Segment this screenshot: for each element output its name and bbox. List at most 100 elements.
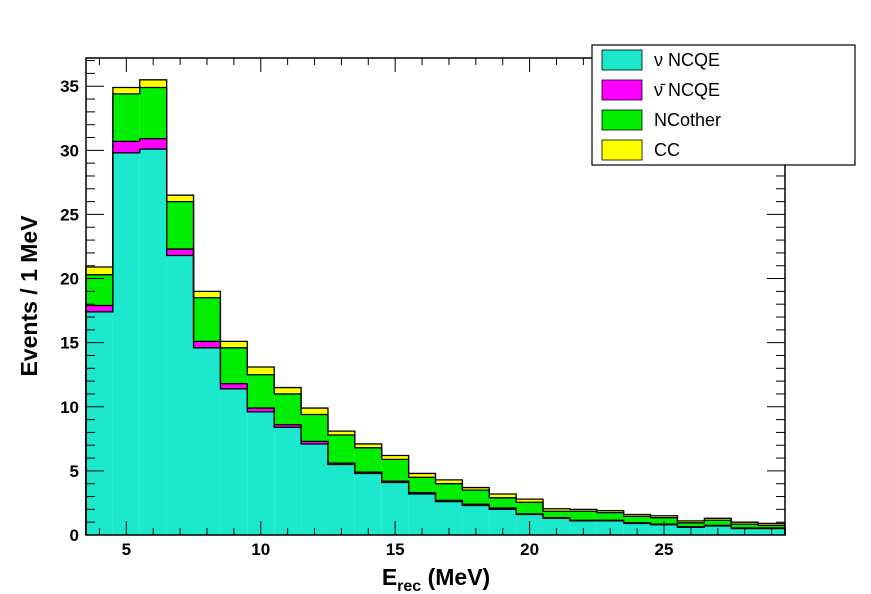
series-outline-4 [85,79,786,535]
bar-4-bin-15 [462,487,490,491]
bar-4-bin-12 [381,455,409,460]
bar-2-bin-5 [193,341,221,348]
legend-swatch-1 [601,49,643,71]
y-tick-labels: 0 5 10 15 20 25 30 35 [60,77,79,545]
bar-4-bin-22 [650,515,678,518]
bar-4-bin-14 [435,479,463,484]
x-tick-label: 10 [251,540,270,559]
bar-2-bin-4 [166,249,194,256]
y-axis-title: Events / 1 MeV [16,215,42,377]
bar-3-bin-17 [516,502,544,514]
bar-3-bin-5 [193,297,221,342]
bar-1-bin-7 [247,411,275,535]
bar-1-bin-11 [354,473,382,535]
bar-3-bin-15 [462,490,490,505]
bar-4-bin-16 [489,493,517,498]
x-axis-title-subscript: rec [397,578,421,594]
bar-4-bin-7 [247,367,275,375]
x-tick-label: 5 [122,540,131,559]
bar-2-bin-3 [139,138,167,150]
bar-1-bin-4 [166,255,194,535]
bar-3-bin-26 [758,525,785,528]
bar-1-bin-10 [327,464,355,535]
bar-3-bin-16 [489,497,517,509]
bar-4-bin-4 [166,195,194,202]
bar-1-bin-18 [543,518,570,535]
bar-4-bin-19 [569,509,597,512]
bar-3-bin-13 [408,477,436,493]
bar-4-bin-9 [301,408,328,415]
x-tick-label: 25 [655,540,674,559]
y-tick-label: 15 [60,334,79,353]
bar-4-bin-1 [86,267,113,275]
bar-1-bin-6 [220,388,248,535]
legend-label-1: ν NCQE [654,50,720,70]
bar-4-bin-5 [193,291,221,298]
bar-3-bin-4 [166,201,194,250]
bar-3-bin-2 [112,93,140,142]
plot-frame [85,57,786,536]
bar-3-bin-20 [596,512,624,521]
x-tick-label: 20 [520,540,539,559]
bar-2-bin-1 [86,305,113,312]
bar-3-bin-18 [543,511,570,518]
bar-3-bin-9 [301,414,328,442]
bar-1-bin-20 [596,520,624,535]
x-axis-title-unit: (MeV) [421,564,490,590]
bar-3-bin-1 [86,274,113,306]
bar-4-bin-11 [354,443,382,448]
bar-3-bin-25 [731,524,759,528]
x-axis-title-main: E [382,564,397,590]
bar-3-bin-8 [274,393,302,425]
y-tick-label: 10 [60,398,79,417]
bar-3-bin-21 [623,516,651,523]
y-tick-label: 5 [70,462,79,481]
legend-swatch-2 [601,79,643,101]
bar-3-bin-6 [220,347,248,384]
bar-1-bin-19 [569,520,597,535]
bar-2-bin-7 [247,408,275,412]
bar-1-bin-9 [301,443,328,535]
legend-swatch-3 [601,109,643,131]
bar-4-bin-2 [112,87,140,94]
legend-label-3: NCother [654,110,721,130]
bar-2-bin-2 [112,141,140,153]
bar-3-bin-10 [327,434,355,464]
bar-2-bin-8 [274,424,302,428]
bar-4-bin-26 [758,523,785,526]
bar-1-bin-1 [86,311,113,535]
bar-1-bin-2 [112,152,140,536]
x-tick-label: 15 [386,540,405,559]
bar-4-bin-21 [623,514,651,517]
bar-4-bin-8 [274,387,302,394]
bar-3-bin-12 [381,459,409,482]
bar-3-bin-7 [247,374,275,409]
bar-3-bin-19 [569,511,597,521]
y-tick-label: 0 [70,526,79,545]
bar-4-bin-18 [543,508,570,512]
bar-1-bin-3 [139,149,167,535]
histogram-bars [86,79,785,536]
x-tick-labels: 5 10 15 20 25 [122,540,674,559]
y-tick-label: 25 [60,205,79,224]
bar-4-bin-25 [731,522,759,525]
bar-3-bin-22 [650,517,678,525]
bar-4-bin-10 [327,431,355,435]
legend-label-4: CC [654,140,680,160]
bar-3-bin-24 [704,520,732,526]
legend-swatch-4 [601,139,643,161]
bar-2-bin-9 [301,441,328,444]
bar-4-bin-3 [139,79,167,88]
bar-4-bin-20 [596,510,624,513]
bar-4-bin-23 [677,520,705,523]
bar-3-bin-11 [354,447,382,473]
y-tick-label: 35 [60,77,79,96]
y-tick-label: 30 [60,141,79,160]
bar-4-bin-6 [220,341,248,348]
bar-1-bin-8 [274,427,302,535]
bar-2-bin-6 [220,383,248,389]
bar-4-bin-24 [704,518,732,521]
bar-3-bin-3 [139,87,167,139]
bar-4-bin-17 [516,499,544,503]
